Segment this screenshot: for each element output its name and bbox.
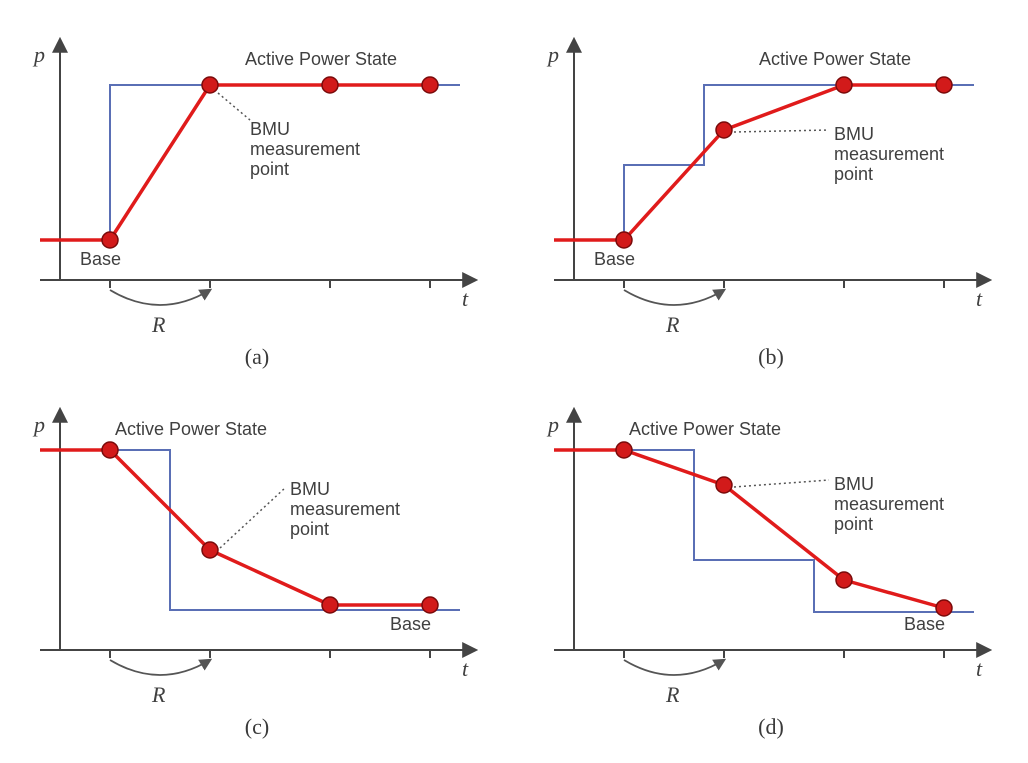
y-axis-label: p	[32, 42, 45, 67]
panel-caption: (b)	[534, 344, 1008, 370]
bmu-label-line: measurement	[290, 499, 400, 519]
bmu-leader	[734, 130, 829, 132]
bmu-label-line: point	[250, 159, 289, 179]
bmu-label-line: measurement	[250, 139, 360, 159]
data-marker	[716, 477, 732, 493]
data-line	[624, 450, 944, 608]
bmu-label-line: point	[834, 164, 873, 184]
data-marker	[202, 542, 218, 558]
r-label: R	[665, 682, 680, 707]
panel-d: p t Base Active Power State BMUmeasurementpo…	[534, 390, 1008, 740]
y-axis-label: p	[546, 42, 559, 67]
data-marker	[102, 442, 118, 458]
panel-a: p t Base Active Power State BMUmeasurementpo…	[20, 20, 494, 370]
active-label: Active Power State	[115, 419, 267, 439]
data-marker	[322, 77, 338, 93]
bmu-leader	[220, 488, 285, 548]
r-label: R	[151, 682, 166, 707]
x-axis-label: t	[462, 286, 469, 311]
bmu-label-line: BMU	[834, 124, 874, 144]
r-label: R	[665, 312, 680, 337]
bmu-label-line: point	[834, 514, 873, 534]
bmu-label-line: BMU	[250, 119, 290, 139]
step-line	[40, 450, 460, 610]
data-marker	[202, 77, 218, 93]
bmu-label-line: BMU	[834, 474, 874, 494]
data-marker	[836, 572, 852, 588]
active-label: Active Power State	[245, 49, 397, 69]
base-label: Base	[390, 614, 431, 634]
r-arc	[624, 660, 724, 675]
y-axis-label: p	[32, 412, 45, 437]
bmu-label-line: measurement	[834, 494, 944, 514]
r-arc	[110, 290, 210, 305]
data-marker	[616, 232, 632, 248]
data-marker	[936, 77, 952, 93]
active-label: Active Power State	[759, 49, 911, 69]
r-arc	[624, 290, 724, 305]
data-marker	[716, 122, 732, 138]
bmu-label-line: point	[290, 519, 329, 539]
step-line	[554, 450, 974, 612]
base-label: Base	[594, 249, 635, 269]
base-label: Base	[904, 614, 945, 634]
panel-c: p t Base Active Power State BMUmeasurementpo…	[20, 390, 494, 740]
data-marker	[102, 232, 118, 248]
y-axis-label: p	[546, 412, 559, 437]
bmu-label-line: BMU	[290, 479, 330, 499]
data-marker	[422, 597, 438, 613]
data-marker	[836, 77, 852, 93]
x-axis-label: t	[976, 656, 983, 681]
r-label: R	[151, 312, 166, 337]
active-label: Active Power State	[629, 419, 781, 439]
x-axis-label: t	[976, 286, 983, 311]
panel-b: p t Base Active Power State BMUmeasurementpo…	[534, 20, 1008, 370]
base-label: Base	[80, 249, 121, 269]
panel-caption: (d)	[534, 714, 1008, 740]
data-marker	[322, 597, 338, 613]
data-line	[110, 450, 430, 605]
data-marker	[616, 442, 632, 458]
r-arc	[110, 660, 210, 675]
bmu-label-line: measurement	[834, 144, 944, 164]
panel-caption: (a)	[20, 344, 494, 370]
data-marker	[422, 77, 438, 93]
bmu-leader	[218, 93, 250, 120]
panel-caption: (c)	[20, 714, 494, 740]
bmu-leader	[734, 480, 829, 487]
x-axis-label: t	[462, 656, 469, 681]
